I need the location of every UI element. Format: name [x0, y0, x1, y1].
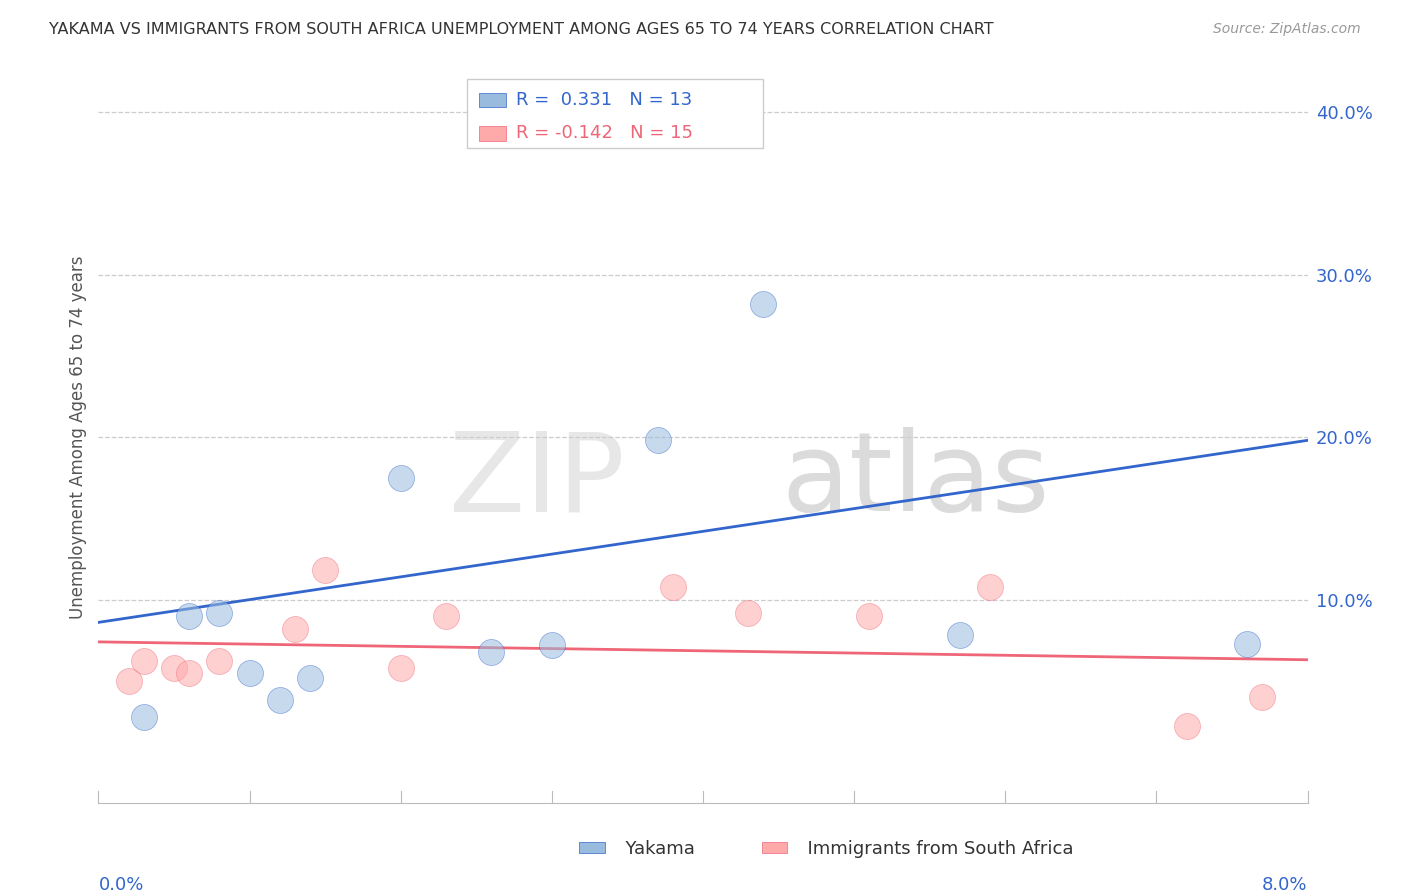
Point	[752, 297, 775, 311]
Point	[949, 628, 972, 642]
Text: Source: ZipAtlas.com: Source: ZipAtlas.com	[1213, 22, 1361, 37]
Point	[179, 665, 201, 680]
Point	[269, 693, 291, 707]
Bar	[579, 842, 605, 853]
Text: YAKAMA VS IMMIGRANTS FROM SOUTH AFRICA UNEMPLOYMENT AMONG AGES 65 TO 74 YEARS CO: YAKAMA VS IMMIGRANTS FROM SOUTH AFRICA U…	[49, 22, 994, 37]
Text: ZIP: ZIP	[449, 427, 624, 534]
Text: Yakama: Yakama	[591, 840, 695, 858]
Point	[737, 606, 759, 620]
Text: atlas: atlas	[782, 427, 1050, 534]
Point	[1251, 690, 1274, 705]
Point	[481, 645, 503, 659]
Point	[1236, 636, 1258, 650]
Point	[661, 580, 683, 594]
FancyBboxPatch shape	[467, 78, 763, 148]
Point	[208, 654, 231, 668]
Point	[163, 661, 186, 675]
Text: R = -0.142   N = 15: R = -0.142 N = 15	[516, 125, 693, 143]
Point	[434, 608, 457, 623]
Bar	[762, 842, 787, 853]
Point	[132, 654, 155, 668]
Text: 8.0%: 8.0%	[1263, 876, 1308, 892]
Y-axis label: Unemployment Among Ages 65 to 74 years: Unemployment Among Ages 65 to 74 years	[69, 255, 87, 619]
FancyBboxPatch shape	[479, 126, 506, 141]
Point	[208, 606, 231, 620]
Point	[284, 622, 307, 636]
Point	[1175, 719, 1198, 733]
Point	[647, 434, 669, 448]
Text: 0.0%: 0.0%	[98, 876, 143, 892]
Point	[239, 665, 262, 680]
Point	[118, 673, 141, 688]
Point	[179, 608, 201, 623]
Point	[299, 671, 322, 685]
Point	[389, 661, 412, 675]
Point	[858, 608, 880, 623]
Point	[389, 471, 412, 485]
FancyBboxPatch shape	[479, 93, 506, 107]
Point	[132, 709, 155, 723]
Point	[540, 638, 562, 652]
Text: R =  0.331   N = 13: R = 0.331 N = 13	[516, 91, 692, 109]
Point	[314, 563, 336, 577]
Text: Immigrants from South Africa: Immigrants from South Africa	[773, 840, 1074, 858]
Point	[979, 580, 1001, 594]
